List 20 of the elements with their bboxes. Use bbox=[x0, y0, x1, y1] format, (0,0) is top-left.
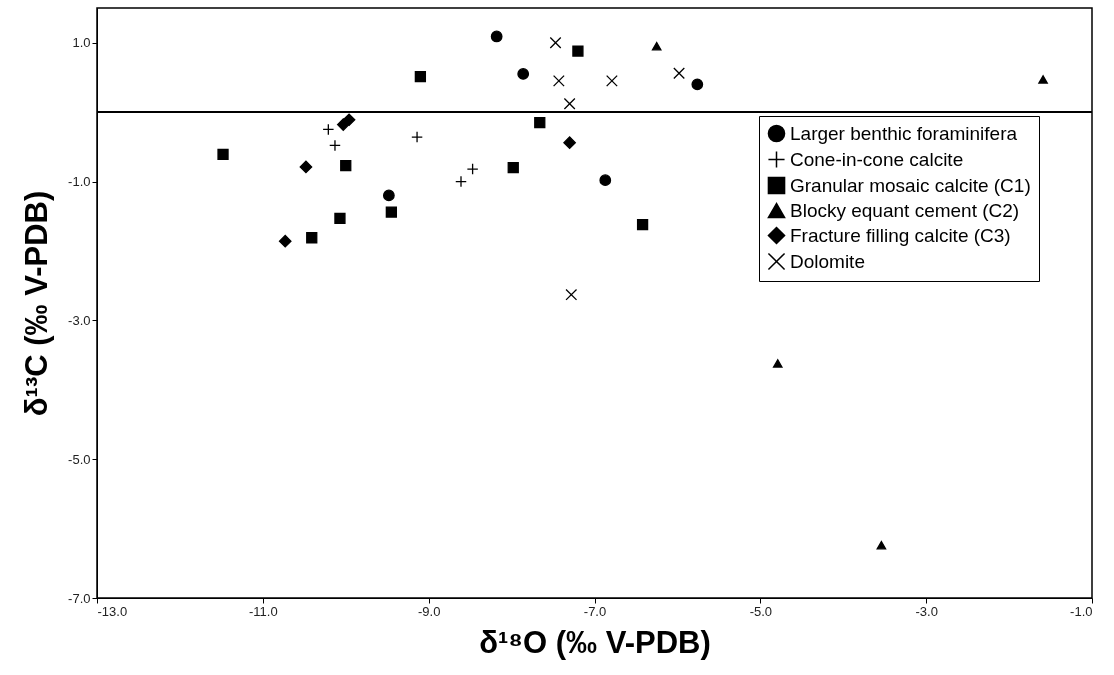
x-tick-label: -9.0 bbox=[417, 603, 441, 619]
y-tick-label: -3.0 bbox=[68, 312, 91, 328]
x-tick-label: -1.0 bbox=[1070, 603, 1093, 619]
legend-label: Cone-in-cone calcite bbox=[790, 148, 964, 170]
x-tick-label: -11.0 bbox=[249, 603, 278, 619]
y-tick-label: -7.0 bbox=[68, 590, 91, 606]
legend-label: Blocky equant cement (C2) bbox=[790, 199, 1020, 221]
legend-label: Larger benthic foraminifera bbox=[790, 122, 1018, 144]
x-tick-label: -5.0 bbox=[749, 603, 773, 619]
y-tick-label: 1.0 bbox=[72, 35, 91, 51]
legend-label: Fracture filling calcite (C3) bbox=[790, 224, 1011, 246]
legend-label: Dolomite bbox=[790, 250, 865, 272]
x-axis-title: δ¹⁸O (‰ V-PDB) bbox=[479, 624, 711, 660]
x-tick-label: -3.0 bbox=[915, 603, 938, 619]
y-tick-label: -5.0 bbox=[68, 451, 91, 467]
y-tick-label: -1.0 bbox=[68, 174, 91, 190]
legend-label: Granular mosaic calcite (C1) bbox=[790, 174, 1031, 196]
y-axis-title: δ¹³C (‰ V-PDB) bbox=[19, 190, 55, 417]
x-tick-label: -7.0 bbox=[583, 603, 607, 619]
x-tick-label: -13.0 bbox=[97, 603, 128, 619]
